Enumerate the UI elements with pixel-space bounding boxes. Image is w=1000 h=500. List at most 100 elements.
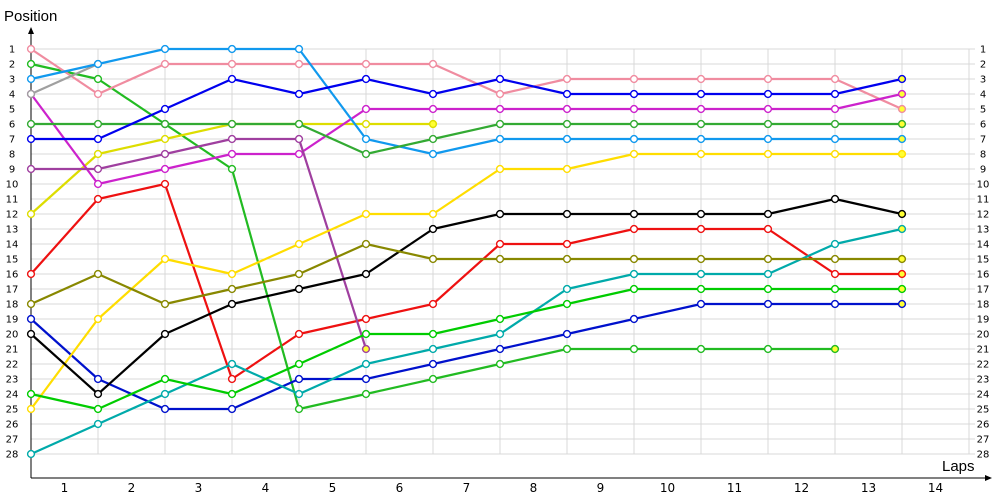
series-point [227, 149, 237, 159]
series-point [294, 329, 304, 339]
series-group [26, 44, 907, 459]
series-segment [431, 77, 502, 96]
series-point [93, 314, 103, 324]
y-tick-label-right: 7 [980, 135, 986, 146]
series-segment [431, 362, 502, 381]
y-tick-label-right: 14 [977, 240, 990, 251]
series-point [26, 74, 36, 84]
series-point [495, 359, 505, 369]
series-point [361, 329, 371, 339]
series-point [696, 89, 706, 99]
series-segment [833, 227, 904, 246]
y-tick-label: 9 [9, 165, 15, 176]
series-point [696, 149, 706, 159]
series-segment [297, 392, 368, 411]
series-segment [833, 77, 904, 111]
series-point [830, 284, 840, 294]
x-tick-label: 10 [660, 481, 675, 495]
y-tick-label: 7 [9, 135, 15, 146]
series-point [93, 134, 103, 144]
series-point [227, 44, 237, 54]
series-point [897, 119, 907, 129]
y-axis-title: Position [4, 8, 57, 25]
series-point [763, 344, 773, 354]
series-segment [297, 77, 368, 96]
series-segment [96, 62, 167, 96]
y-tick-label-right: 25 [977, 405, 990, 416]
series-segment [297, 362, 368, 396]
series-point [629, 134, 639, 144]
series-segment [431, 317, 502, 336]
y-axis-arrow [28, 27, 34, 34]
series-point [763, 224, 773, 234]
y-tick-label: 20 [6, 330, 19, 341]
series-point [897, 89, 907, 99]
y-tick-labels-right: 1234567891011121314151617181920212223242… [977, 45, 990, 461]
series-point [897, 209, 907, 219]
series-point [629, 209, 639, 219]
series-point [93, 419, 103, 429]
y-tick-label: 18 [6, 300, 19, 311]
series-point [361, 209, 371, 219]
series-segment [766, 197, 837, 216]
series-point [294, 269, 304, 279]
series-segment [431, 62, 502, 96]
series-segment [96, 332, 167, 396]
series-segment [297, 107, 368, 156]
y-tick-label: 28 [6, 450, 19, 461]
series-segment [163, 122, 234, 141]
x-axis-title: Laps [942, 458, 975, 475]
series-segment [96, 272, 167, 306]
series-segment [230, 272, 301, 291]
series-segment [163, 302, 234, 336]
series-point [830, 254, 840, 264]
series-segment [364, 242, 435, 261]
series-segment [431, 242, 502, 306]
y-tick-label-right: 28 [977, 450, 990, 461]
y-tick-label: 21 [6, 345, 19, 356]
series-segment [498, 347, 569, 366]
series-point [830, 74, 840, 84]
series-point [562, 209, 572, 219]
series-point [93, 389, 103, 399]
series-segment [565, 317, 636, 336]
series-point [227, 164, 237, 174]
series-segment [29, 197, 100, 276]
series-segment [498, 332, 569, 351]
y-tick-label-right: 27 [977, 435, 990, 446]
y-tick-label: 27 [6, 435, 19, 446]
series-point [26, 404, 36, 414]
y-tick-label-right: 5 [980, 105, 986, 116]
series-point [428, 299, 438, 309]
series-point [696, 119, 706, 129]
series-point [629, 74, 639, 84]
series-point [629, 149, 639, 159]
series-point [361, 74, 371, 84]
series-point [26, 119, 36, 129]
x-tick-label: 3 [195, 481, 203, 495]
series-point [562, 134, 572, 144]
series-point [562, 119, 572, 129]
series-point [294, 44, 304, 54]
y-tick-label: 1 [9, 45, 15, 56]
series-point [763, 284, 773, 294]
x-tick-label: 14 [928, 481, 943, 495]
series-segment [833, 92, 904, 111]
series-segment [96, 47, 167, 66]
series-point [495, 104, 505, 114]
series-point [428, 149, 438, 159]
series-point [294, 389, 304, 399]
y-tick-label-right: 24 [977, 390, 990, 401]
y-tick-label: 5 [9, 105, 15, 116]
series-point [696, 344, 706, 354]
series-point [294, 359, 304, 369]
series-point [294, 149, 304, 159]
series-point [629, 89, 639, 99]
series-segment [364, 347, 435, 366]
y-tick-label-right: 20 [977, 330, 990, 341]
y-tick-label: 4 [9, 90, 15, 101]
series-segment [364, 302, 435, 321]
y-tick-label: 14 [6, 240, 19, 251]
series-point [763, 74, 773, 84]
